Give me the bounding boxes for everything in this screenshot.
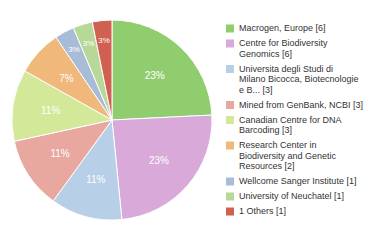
legend-label: Universita degli Studi diMilano Bicocca,…: [239, 64, 359, 95]
legend-label: Centre for BiodiversityGenomics [6]: [239, 38, 328, 58]
legend-swatch: [226, 193, 234, 201]
legend-label: Macrogen, Europe [6]: [239, 23, 326, 33]
data-label: 11%: [50, 148, 69, 159]
slice: [92, 20, 112, 120]
slices: [12, 20, 212, 220]
legend-swatch: [226, 65, 234, 73]
legend-label: University of Neuchatel [1]: [239, 191, 344, 201]
data-label: 3%: [83, 39, 95, 48]
data-label: 11%: [86, 174, 105, 185]
legend-label: Research Center inBiodiversity and Genet…: [239, 140, 337, 171]
legend-swatch: [226, 178, 234, 186]
chart: 23%23%11%11%11%7%3%3%3%Macrogen, Europe …: [0, 0, 380, 240]
data-label: 23%: [149, 155, 169, 166]
slice: [112, 20, 212, 120]
legend-label: Canadian Centre for DNABarcoding [3]: [239, 115, 342, 136]
legend: Macrogen, Europe [6] Centre for Biodivers…: [226, 23, 363, 216]
data-label: 23%: [145, 70, 165, 81]
data-labels: 23%23%11%11%11%7%3%3%3%: [41, 36, 169, 185]
legend-label: Wellcome Sanger Institute [1]: [239, 176, 356, 186]
legend-swatch: [226, 142, 234, 150]
legend-swatch: [226, 208, 234, 216]
slice: [112, 115, 212, 219]
data-label: 3%: [98, 36, 110, 45]
legend-swatch: [226, 116, 234, 124]
data-label: 3%: [68, 45, 80, 54]
legend-label: 1 Others [1]: [239, 206, 286, 216]
data-label: 11%: [41, 105, 60, 116]
data-label: 7%: [59, 73, 74, 84]
legend-label: Mined from GenBank, NCBI [3]: [239, 100, 363, 110]
legend-swatch: [226, 25, 234, 33]
legend-swatch: [226, 101, 234, 109]
legend-swatch: [226, 40, 234, 48]
